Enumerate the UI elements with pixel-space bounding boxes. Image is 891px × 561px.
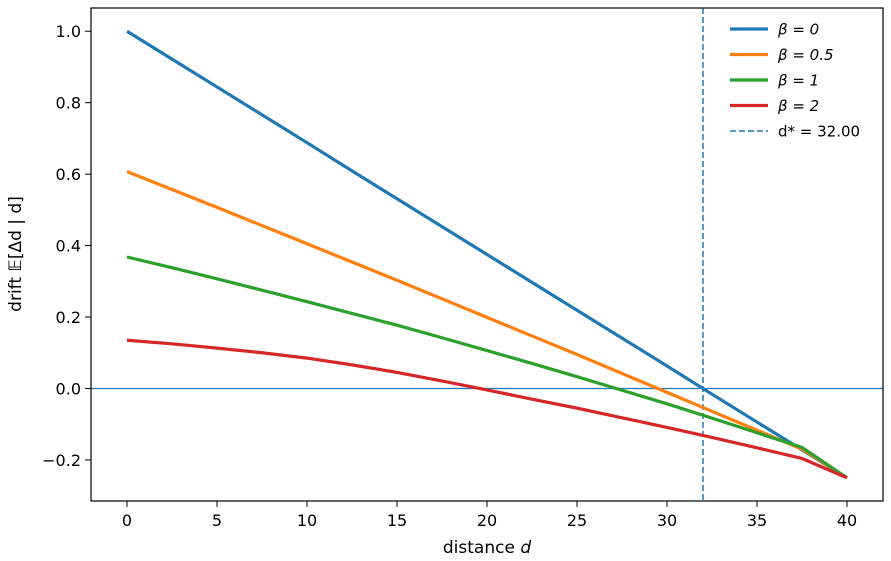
x-tick-label: 25 xyxy=(567,511,587,530)
legend-label-3: β = 2 xyxy=(777,97,819,115)
x-tick-label: 40 xyxy=(837,511,857,530)
y-tick-label: 0.0 xyxy=(56,379,81,398)
x-tick-label: 20 xyxy=(477,511,497,530)
x-axis-title: distance d xyxy=(443,538,531,558)
legend-label-threshold: d* = 32.00 xyxy=(778,123,860,141)
legend-label-1: β = 0.5 xyxy=(777,46,834,64)
x-tick-label: 0 xyxy=(122,511,132,530)
x-tick-label: 35 xyxy=(747,511,767,530)
series-line-3 xyxy=(126,338,848,480)
series-line-0 xyxy=(126,29,848,480)
plot-area xyxy=(91,8,883,501)
y-tick-label: −0.2 xyxy=(42,451,81,470)
y-tick-label: 1.0 xyxy=(56,22,81,41)
x-axis: 0 5 10 15 20 25 30 35 40 xyxy=(122,501,857,530)
legend: β = 0 β = 0.5 β = 1 β = 2 d* = 32.00 xyxy=(730,21,860,141)
x-tick-label: 10 xyxy=(297,511,317,530)
y-tick-label: 0.4 xyxy=(56,237,81,256)
y-tick-label: 0.6 xyxy=(56,165,81,184)
legend-label-2: β = 1 xyxy=(777,72,819,90)
series-line-1 xyxy=(126,170,848,480)
x-tick-label: 5 xyxy=(212,511,222,530)
legend-label-0: β = 0 xyxy=(777,21,819,39)
x-tick-label: 30 xyxy=(657,511,677,530)
y-axis: −0.2 0.0 0.2 0.4 0.6 0.8 1.0 xyxy=(42,22,91,470)
y-axis-title: drift 𝔼[Δd | d] xyxy=(6,196,26,312)
x-tick-label: 15 xyxy=(387,511,407,530)
y-tick-label: 0.2 xyxy=(56,308,81,327)
series-line-2 xyxy=(126,255,848,480)
y-tick-label: 0.8 xyxy=(56,94,81,113)
